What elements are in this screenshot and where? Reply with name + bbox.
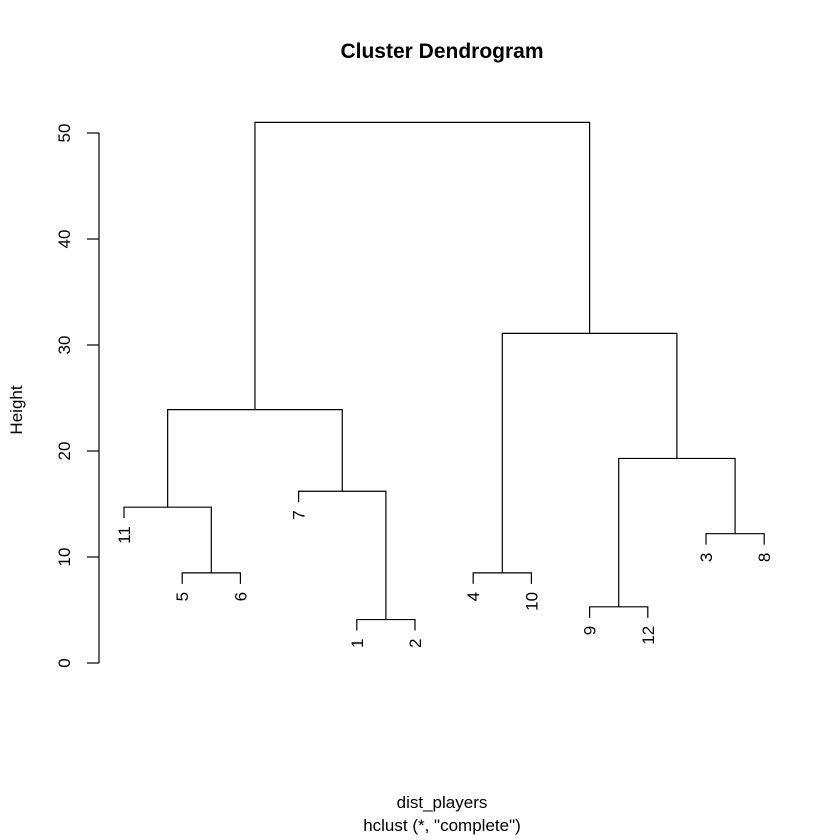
chart-title: Cluster Dendrogram [340,40,543,63]
dendrogram-link [501,332,678,573]
dendrogram-link [705,533,765,545]
leaf-label: 7 [290,510,309,519]
leaf-label: 3 [697,553,716,562]
dendrogram-link [254,121,591,410]
leaf-label: 10 [522,592,541,611]
dendrogram-link [589,606,649,618]
x-axis-label: dist_players [397,793,488,812]
leaf-label: 4 [464,592,483,601]
leaf-label: 6 [231,592,250,601]
leaf-label: 2 [406,639,425,648]
y-tick-label: 40 [55,230,74,249]
leaf-label: 5 [173,592,192,601]
y-tick-label: 20 [55,442,74,461]
leaf-labels: 115 671 24 109 123 8 [115,510,774,648]
dendrogram-link [356,618,416,631]
dendrogram-link [181,572,241,584]
dendrogram-links [123,121,765,631]
dendrogram-link [298,490,387,620]
leaf-label: 11 [115,526,134,544]
dendrogram-link [123,506,212,573]
dendrogram-link [618,457,736,607]
method-sublabel: hclust (*, "complete") [363,816,521,835]
y-tick-label: 30 [55,336,74,355]
y-axis: 0 10 20 30 40 50 [55,124,100,668]
y-axis-label: Height [7,385,26,434]
y-tick-label: 10 [55,548,74,567]
y-tick-label: 50 [55,124,74,143]
leaf-label: 12 [639,626,658,645]
leaf-label: 9 [581,626,600,635]
leaf-label: 1 [348,639,367,648]
dendrogram-link [472,572,532,584]
dendrogram-link [167,409,343,508]
leaf-label: 8 [755,553,774,562]
y-tick-label: 0 [55,658,74,667]
